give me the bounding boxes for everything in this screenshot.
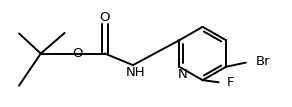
Text: F: F	[227, 76, 234, 89]
Text: Br: Br	[256, 55, 270, 68]
Text: O: O	[100, 11, 110, 24]
Text: N: N	[178, 68, 187, 81]
Text: O: O	[72, 47, 82, 60]
Text: NH: NH	[126, 66, 146, 79]
